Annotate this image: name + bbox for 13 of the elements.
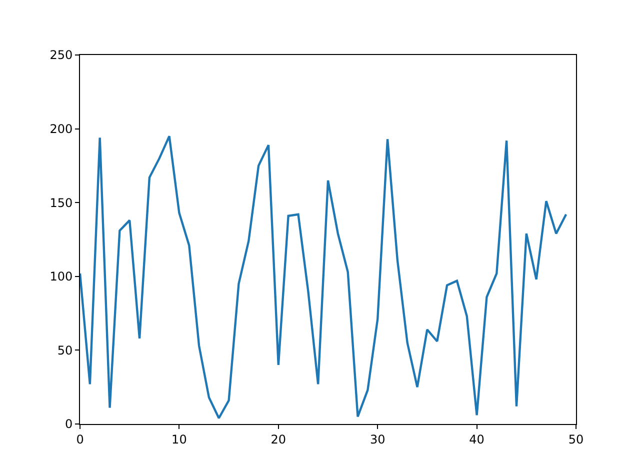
- y-tick-label: 150: [50, 196, 73, 210]
- y-tick-label: 0: [64, 417, 73, 432]
- y-tick-label: 100: [50, 270, 73, 284]
- y-tick-label: 250: [50, 48, 73, 62]
- x-tick-label: 0: [76, 432, 84, 446]
- x-tick-label: 10: [172, 432, 187, 446]
- y-tick-label: 200: [50, 122, 73, 136]
- y-tick-label: 50: [57, 343, 73, 358]
- line-series: [80, 135, 568, 420]
- x-tick-label: 50: [568, 432, 584, 446]
- x-tick-label: 20: [270, 432, 286, 446]
- x-tick-label: 30: [370, 432, 386, 446]
- x-tick-label: 40: [469, 432, 484, 446]
